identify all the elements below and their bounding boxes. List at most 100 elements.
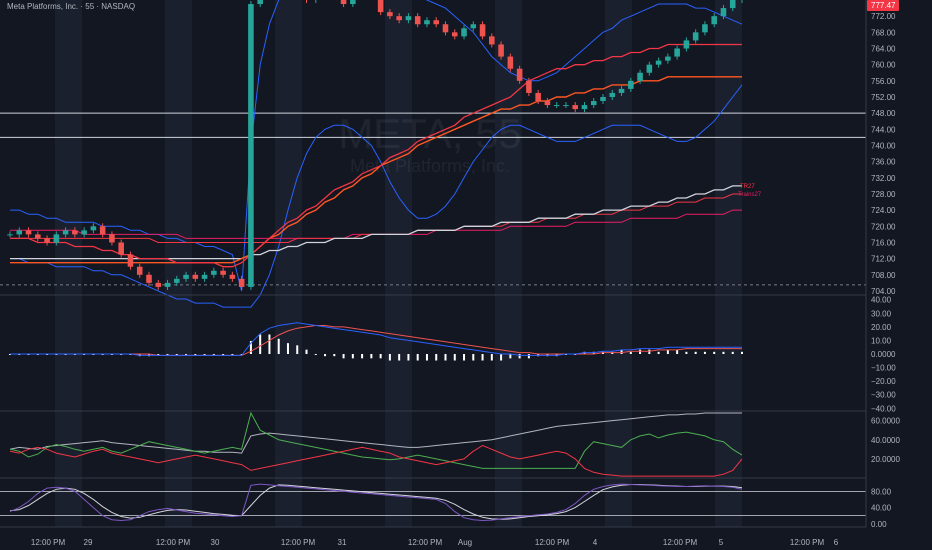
macd-histogram-bar (351, 354, 354, 359)
time-axis-tick: 31 (338, 538, 347, 547)
candle (201, 274, 208, 279)
price-axis-tick: 736.00 (871, 158, 896, 167)
candle (544, 101, 551, 106)
session-band (715, 0, 742, 527)
ma-label-tr27: TR27 (740, 184, 755, 190)
macd-histogram-bar (175, 354, 178, 355)
macd-histogram-bar (203, 354, 206, 355)
price-axis-tick: 764.00 (871, 44, 896, 53)
candle (53, 234, 60, 243)
macd-histogram-bar (518, 354, 521, 359)
candle (683, 40, 690, 49)
candle (655, 60, 662, 65)
macd-histogram-bar (361, 354, 364, 359)
macd-histogram-bar (490, 354, 493, 361)
indicator-axis-tick: 0.0000 (871, 350, 896, 359)
candle (600, 96, 606, 102)
session-band (165, 0, 192, 527)
candle (155, 282, 162, 287)
candle (72, 230, 78, 235)
time-axis-tick: 12:00 PM (31, 538, 66, 547)
candle (665, 56, 671, 61)
macd-histogram-bar (166, 354, 169, 355)
macd-histogram-bar (435, 354, 438, 361)
candle (553, 105, 560, 107)
indicator-axis-tick: 20.00 (871, 323, 892, 332)
macd-histogram-bar (741, 351, 743, 354)
candle (211, 270, 217, 275)
candle (396, 16, 402, 21)
indicator-axis-tick: 0.00 (871, 520, 887, 529)
candle (498, 44, 504, 57)
time-axis-tick: Aug (458, 538, 472, 547)
macd-histogram-bar (444, 354, 447, 361)
stoch-d-line (9, 484, 743, 520)
indicator-axis-tick: 10.00 (871, 336, 892, 345)
watermark-name: Meta Platforms, Inc. (350, 156, 510, 176)
ma-label-trains27: Trains27 (738, 192, 762, 198)
candle (581, 105, 588, 110)
macd-histogram-bar (259, 334, 262, 354)
macd-histogram-bar (194, 354, 197, 355)
time-axis-tick: 12:00 PM (408, 538, 443, 547)
candle (220, 270, 226, 275)
time-axis-tick: 12:00 PM (156, 538, 191, 547)
candle (350, 0, 356, 5)
macd-histogram-bar (694, 351, 697, 354)
candle (90, 226, 97, 231)
macd-histogram-bar (639, 349, 642, 354)
candle (99, 226, 106, 235)
candle (127, 254, 134, 267)
price-pane[interactable]: TR27 Trains27 (0, 0, 866, 308)
macd-histogram-bar (342, 354, 345, 359)
time-axis-tick: 5 (719, 538, 724, 547)
candle (7, 234, 13, 236)
macd-histogram-bar (731, 351, 734, 354)
candle (461, 28, 467, 37)
macd-histogram-bar (314, 354, 317, 355)
candle (628, 80, 634, 89)
macd-histogram-bar (407, 354, 410, 361)
stoch-k-line (9, 483, 743, 522)
macd-histogram-bar (425, 354, 428, 361)
time-axis-tick: 12:00 PM (790, 538, 825, 547)
macd-histogram-bar (703, 351, 706, 354)
candle (25, 230, 32, 235)
indicator-axis-tick: 40.0000 (871, 436, 900, 445)
candle (424, 20, 430, 25)
candle (81, 230, 87, 235)
session-band (495, 0, 522, 527)
candle (146, 274, 152, 283)
macd-histogram-bar (222, 354, 225, 355)
session-band (605, 0, 632, 527)
watermark: META, 55 Meta Platforms, Inc. (338, 110, 522, 176)
macd-signal-line (10, 325, 742, 356)
axes: 704.00 708.00 712.00 716.00 720.00 724.00 728.… (0, 0, 900, 547)
candle (433, 20, 440, 25)
time-axis-tick: 30 (211, 538, 220, 547)
candle (637, 72, 643, 81)
candle (44, 238, 50, 243)
bollinger-upper-line (10, 0, 743, 292)
candle (507, 56, 514, 69)
indicator-axis-tick: 30.00 (871, 309, 892, 318)
chart-title: Meta Platforms, Inc. · 55 · NASDAQ (7, 2, 136, 11)
dmi-plus-line (9, 411, 743, 469)
indicator-axis-tick: 60.0000 (871, 417, 900, 426)
candle (109, 234, 115, 243)
stochastic-pane[interactable] (0, 483, 866, 522)
macd-pane[interactable] (9, 322, 743, 361)
dmi-pane[interactable] (9, 411, 743, 477)
indicator-axis-tick: −10.00 (871, 364, 896, 373)
macd-histogram-bar (398, 354, 401, 361)
last-price-tag (867, 0, 899, 11)
candle (609, 92, 616, 97)
indicator-axis-tick: −20.00 (871, 377, 896, 386)
candle (526, 80, 532, 93)
price-axis-tick: 768.00 (871, 28, 896, 37)
candle (516, 68, 523, 81)
macd-histogram-bar (212, 354, 215, 355)
candle (62, 230, 69, 235)
macd-histogram-bar (240, 354, 243, 355)
